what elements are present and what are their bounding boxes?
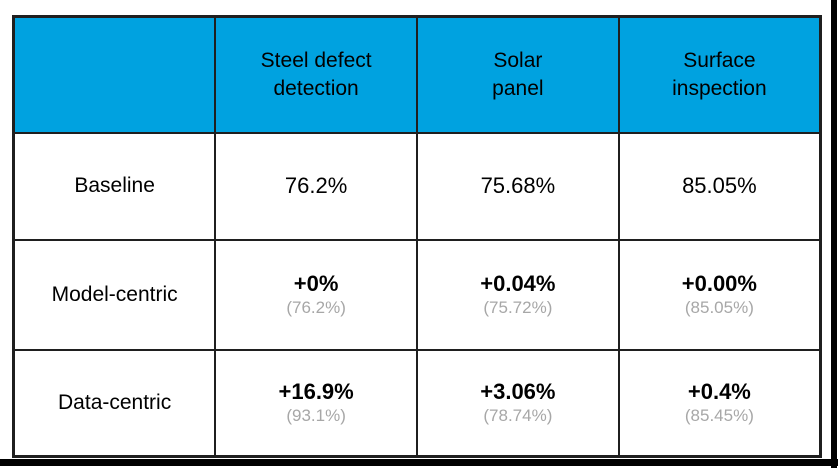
value-cell: +0% (76.2%) bbox=[214, 238, 418, 351]
frame-border-right bbox=[831, 0, 837, 468]
column-header-solar-panel: Solar panel bbox=[416, 15, 620, 134]
delta-value: +0.00% bbox=[681, 271, 757, 296]
absolute-value: (76.2%) bbox=[286, 298, 346, 317]
value-cell: +16.9% (93.1%) bbox=[214, 348, 418, 458]
frame-border-bottom bbox=[0, 459, 838, 466]
delta-value: +0% bbox=[293, 271, 339, 296]
row-label-baseline: Baseline bbox=[12, 131, 217, 241]
absolute-value: (93.1%) bbox=[286, 406, 346, 426]
delta-value: +0.4% bbox=[687, 379, 751, 405]
column-header-line: panel bbox=[492, 76, 544, 100]
value-cell: 85.05% bbox=[617, 131, 822, 241]
absolute-value: (85.45%) bbox=[684, 406, 754, 426]
delta-value: +16.9% bbox=[278, 379, 354, 405]
table-row-baseline: Baseline 76.2% 75.68% 85.05% bbox=[12, 131, 822, 241]
value-cell: +0.04% (75.72%) bbox=[416, 238, 620, 351]
value-cell: +0.4% (85.45%) bbox=[617, 348, 822, 458]
delta-value: +3.06% bbox=[480, 379, 556, 405]
row-label-model-centric: Model-centric bbox=[12, 238, 217, 351]
column-header-surface-inspection: Surface inspection bbox=[617, 15, 822, 134]
metric-value: 85.05% bbox=[682, 173, 757, 198]
value-cell: +0.00% (85.05%) bbox=[617, 238, 822, 351]
corner-cell bbox=[12, 15, 217, 134]
absolute-value: (85.05%) bbox=[684, 298, 754, 317]
column-header-line: detection bbox=[273, 76, 359, 100]
results-table: Steel defect detection Solar panel Surfa… bbox=[12, 15, 822, 458]
column-header-steel-defect: Steel defect detection bbox=[214, 15, 418, 134]
value-cell: +3.06% (78.74%) bbox=[416, 348, 620, 458]
row-label-data-centric: Data-centric bbox=[12, 348, 217, 458]
column-header-line: Surface bbox=[683, 48, 756, 72]
table-header-row: Steel defect detection Solar panel Surfa… bbox=[12, 15, 822, 134]
table-row-model-centric: Model-centric +0% (76.2%) +0.04% (75.72%… bbox=[12, 238, 822, 351]
column-header-line: Solar bbox=[493, 48, 543, 72]
column-header-line: Steel defect bbox=[260, 48, 372, 72]
column-header-line: inspection bbox=[672, 76, 767, 100]
table-row-data-centric: Data-centric +16.9% (93.1%) +3.06% (78.7… bbox=[12, 348, 822, 458]
metric-value: 76.2% bbox=[284, 173, 348, 198]
value-cell: 76.2% bbox=[214, 131, 418, 241]
absolute-value: (78.74%) bbox=[483, 406, 553, 426]
value-cell: 75.68% bbox=[416, 131, 620, 241]
metric-value: 75.68% bbox=[480, 173, 556, 198]
delta-value: +0.04% bbox=[480, 271, 556, 296]
absolute-value: (75.72%) bbox=[483, 298, 553, 317]
